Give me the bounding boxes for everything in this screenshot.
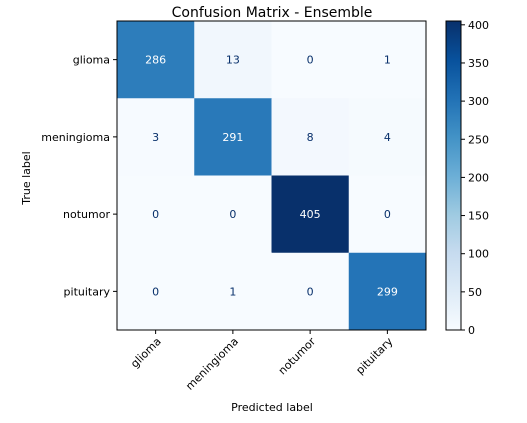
heatmap-cell <box>348 98 427 176</box>
x-axis-ticks: glioma meningioma notumor pituitary <box>128 330 396 393</box>
x-tick-label: pituitary <box>353 335 395 377</box>
y-tick-label: glioma <box>73 54 110 67</box>
cell-value-label: 0 <box>152 208 159 221</box>
heatmap-cell <box>194 21 272 99</box>
cell-value-label: 0 <box>152 285 159 298</box>
cell-value-label: 0 <box>307 54 314 67</box>
heatmap-cell <box>117 98 195 176</box>
cell-value-label: 291 <box>222 131 243 144</box>
colorbar-tick-label: 350 <box>468 57 489 70</box>
cell-value-label: 0 <box>229 208 236 221</box>
y-tick-label: meningioma <box>41 131 110 144</box>
x-tick-label: notumor <box>276 335 319 378</box>
colorbar-tick-label: 150 <box>468 210 489 223</box>
heatmap-cell <box>117 175 195 254</box>
heatmap-cell <box>271 175 350 254</box>
chart-title: Confusion Matrix - Ensemble <box>172 5 373 21</box>
colorbar-tick-label: 100 <box>468 248 489 261</box>
cell-value-label: 286 <box>145 54 166 67</box>
heatmap-cell <box>348 252 427 331</box>
y-tick-label: pituitary <box>64 285 111 298</box>
cell-value-label: 1 <box>384 54 391 67</box>
heatmap-cell <box>194 175 272 254</box>
colorbar-tick-label: 250 <box>468 133 489 146</box>
heatmap-cell <box>194 98 272 176</box>
heatmap-cell <box>271 98 350 176</box>
heatmap-cell <box>194 252 272 331</box>
heatmap-cells <box>117 21 427 331</box>
heatmap-cell <box>117 252 195 331</box>
heatmap-cell-labels: 286 13 0 13 291 8 40 0 405 00 1 0 299 <box>145 54 398 299</box>
x-axis-label: Predicted label <box>231 401 313 414</box>
plot-frame <box>116 20 427 331</box>
colorbar-tick-label: 300 <box>468 95 489 108</box>
cell-value-label: 3 <box>152 131 159 144</box>
y-axis-label: True label <box>20 151 33 205</box>
heatmap-cell <box>117 21 195 99</box>
cell-value-label: 299 <box>377 285 398 298</box>
y-tick-label: notumor <box>63 208 110 221</box>
colorbar <box>445 20 462 331</box>
colorbar-ticks: 0 50 100 150 200 250 300 350 400 <box>461 19 489 337</box>
colorbar-tick-label: 200 <box>468 171 489 184</box>
colorbar-tick-label: 50 <box>468 286 482 299</box>
heatmap-cell <box>271 252 350 331</box>
colorbar-tick-label: 0 <box>468 324 475 337</box>
x-tick-label: glioma <box>128 335 164 371</box>
cell-value-label: 405 <box>300 208 321 221</box>
y-axis-ticks: glioma meningioma notumor pituitary <box>41 54 117 298</box>
cell-value-label: 0 <box>384 208 391 221</box>
x-tick-label: meningioma <box>183 335 241 393</box>
heatmap-cell <box>348 21 427 99</box>
cell-value-label: 13 <box>226 54 240 67</box>
cell-value-label: 0 <box>307 285 314 298</box>
cell-value-label: 1 <box>229 285 236 298</box>
cell-value-label: 4 <box>384 131 391 144</box>
cell-value-label: 8 <box>307 131 314 144</box>
heatmap-cell <box>271 21 350 99</box>
heatmap-cell <box>348 175 427 254</box>
colorbar-tick-label: 400 <box>468 19 489 32</box>
